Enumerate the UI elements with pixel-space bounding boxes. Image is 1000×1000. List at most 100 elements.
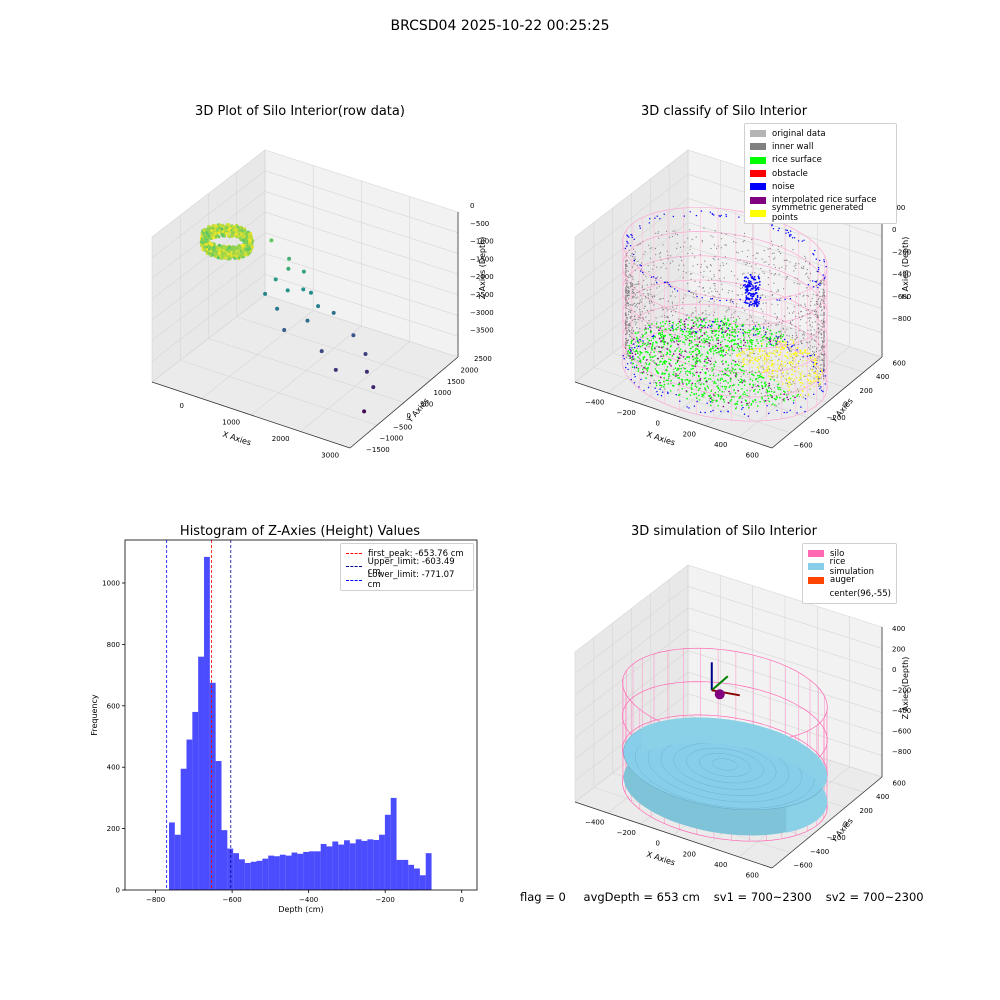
inner-wall-point xyxy=(813,329,816,331)
inner-wall-point xyxy=(819,305,821,307)
inner-wall-point xyxy=(771,244,774,246)
z-tick-label: 0 xyxy=(892,226,896,234)
inner-wall-point xyxy=(712,258,714,260)
inner-wall-point xyxy=(771,404,773,406)
inner-wall-point xyxy=(780,297,782,299)
inner-wall-point xyxy=(649,257,652,259)
inner-wall-point xyxy=(778,403,780,405)
inner-wall-point xyxy=(821,337,823,339)
ring-point xyxy=(227,230,231,234)
outlier-point xyxy=(305,318,310,323)
inner-wall-point xyxy=(672,323,675,325)
inner-wall-point xyxy=(780,369,782,371)
histogram-bar xyxy=(414,868,420,890)
inner-wall-point xyxy=(774,266,777,268)
inner-wall-point xyxy=(757,252,759,254)
inner-wall-point xyxy=(811,326,813,328)
inner-wall-point xyxy=(701,241,703,243)
inner-wall-point xyxy=(639,243,642,245)
inner-wall-point xyxy=(690,278,692,280)
y-tick-label: 0 xyxy=(116,887,120,895)
inner-wall-point xyxy=(775,323,777,325)
inner-wall-point xyxy=(633,351,635,353)
inner-wall-point xyxy=(753,322,755,324)
y-tick-label: −500 xyxy=(393,423,412,431)
inner-wall-point xyxy=(665,267,667,269)
inner-wall-point xyxy=(631,319,634,321)
ring-point xyxy=(244,253,248,257)
inner-wall-point xyxy=(794,366,796,368)
inner-wall-point xyxy=(625,261,627,263)
inner-wall-point xyxy=(714,230,716,232)
inner-wall-point xyxy=(670,337,672,340)
ring-point xyxy=(213,253,217,257)
inner-wall-point xyxy=(802,337,805,339)
inner-wall-point xyxy=(781,322,783,324)
inner-wall-point xyxy=(624,346,627,348)
z-tick-label: −600 xyxy=(892,293,911,301)
legend-label: Lower_limit: -771.07 cm xyxy=(367,570,455,591)
y-tick-label: 200 xyxy=(107,825,120,833)
inner-wall-point xyxy=(735,251,738,253)
inner-wall-point xyxy=(634,286,636,289)
outlier-point xyxy=(333,367,338,372)
inner-wall-point xyxy=(661,316,663,318)
inner-wall-point xyxy=(625,333,627,335)
z-tick-label: −800 xyxy=(892,315,911,323)
x-tick-label: −600 xyxy=(223,896,242,904)
inner-wall-point xyxy=(823,345,825,347)
inner-wall-point xyxy=(628,311,630,313)
inner-wall-point xyxy=(778,321,780,323)
legend-label: auger xyxy=(830,575,855,586)
inner-wall-point xyxy=(771,294,774,296)
inner-wall-point xyxy=(711,389,713,391)
inner-wall-point xyxy=(741,293,743,296)
inner-wall-point xyxy=(669,236,671,238)
inner-wall-point xyxy=(822,299,824,301)
inner-wall-point xyxy=(646,310,649,312)
grid-line xyxy=(574,246,883,334)
inner-wall-point xyxy=(653,264,655,266)
y-tick-label: 200 xyxy=(860,387,873,395)
y-axis-line xyxy=(771,356,883,449)
inner-wall-point xyxy=(641,268,643,270)
inner-wall-point xyxy=(627,302,629,305)
inner-wall-point xyxy=(632,288,634,291)
inner-wall-point xyxy=(755,401,757,403)
grid-line xyxy=(236,316,432,381)
inner-wall-point xyxy=(735,321,737,323)
inner-wall-point xyxy=(782,288,785,290)
inner-wall-point xyxy=(821,309,823,311)
inner-wall-point xyxy=(728,289,730,292)
inner-wall-point xyxy=(782,375,784,377)
ring-point xyxy=(230,232,234,236)
inner-wall-point xyxy=(667,300,669,302)
inner-wall-point xyxy=(703,396,705,398)
inner-wall-point xyxy=(694,280,696,282)
inner-wall-point xyxy=(678,368,680,370)
y-tick-label: 0 xyxy=(407,412,411,420)
inner-wall-point xyxy=(714,311,716,313)
inner-wall-point xyxy=(729,335,731,337)
inner-wall-point xyxy=(634,283,636,286)
inner-wall-point xyxy=(632,290,634,292)
inner-wall-point xyxy=(816,347,818,349)
inner-wall-point xyxy=(691,252,693,254)
inner-wall-point xyxy=(812,350,814,353)
inner-wall-point xyxy=(770,388,773,390)
y-tick-label: −1500 xyxy=(366,446,390,454)
inner-wall-point xyxy=(823,289,825,291)
inner-wall-point xyxy=(660,298,662,300)
ring-point xyxy=(214,250,218,254)
inner-wall-point xyxy=(652,360,654,362)
histogram-bar xyxy=(355,839,362,890)
inner-wall-point xyxy=(695,310,697,312)
inner-wall-point xyxy=(722,360,724,362)
inner-wall-point xyxy=(774,340,777,342)
inner-wall-point xyxy=(628,334,631,336)
inner-wall-point xyxy=(800,340,802,342)
ring-point xyxy=(209,226,213,230)
ring-point xyxy=(224,226,228,230)
inner-wall-point xyxy=(678,264,680,266)
inner-wall-point xyxy=(631,292,633,294)
